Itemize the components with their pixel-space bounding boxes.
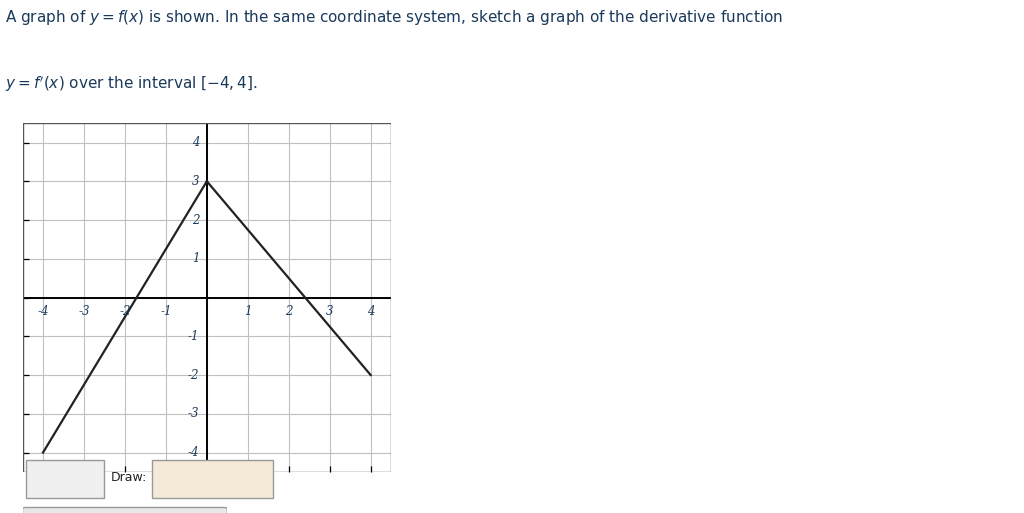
FancyBboxPatch shape — [23, 507, 227, 513]
Text: A graph of $y = f(x)$ is shown. In the same coordinate system, sketch a graph of: A graph of $y = f(x)$ is shown. In the s… — [5, 8, 783, 27]
Text: -3: -3 — [78, 305, 90, 318]
Text: 4: 4 — [367, 305, 375, 318]
Text: Line Segment: Line Segment — [169, 471, 256, 484]
Text: -2: -2 — [188, 368, 200, 382]
Text: 3: 3 — [191, 175, 200, 188]
Text: 2: 2 — [191, 213, 200, 227]
Text: 3: 3 — [326, 305, 334, 318]
Text: Clear All: Clear All — [39, 471, 91, 484]
Text: -4: -4 — [188, 446, 200, 459]
Text: Draw:: Draw: — [112, 471, 147, 484]
Text: 1: 1 — [244, 305, 252, 318]
Text: -1: -1 — [160, 305, 172, 318]
Text: -2: -2 — [119, 305, 131, 318]
FancyBboxPatch shape — [152, 460, 273, 498]
Text: -1: -1 — [188, 330, 200, 343]
Text: 1: 1 — [191, 252, 200, 265]
Text: -3: -3 — [188, 407, 200, 420]
Text: 4: 4 — [191, 136, 200, 149]
Text: -4: -4 — [37, 305, 49, 318]
Text: $y = f'(x)$ over the interval $[ - 4, 4]$.: $y = f'(x)$ over the interval $[ - 4, 4]… — [5, 74, 258, 94]
FancyBboxPatch shape — [27, 460, 103, 498]
Text: 2: 2 — [285, 305, 293, 318]
